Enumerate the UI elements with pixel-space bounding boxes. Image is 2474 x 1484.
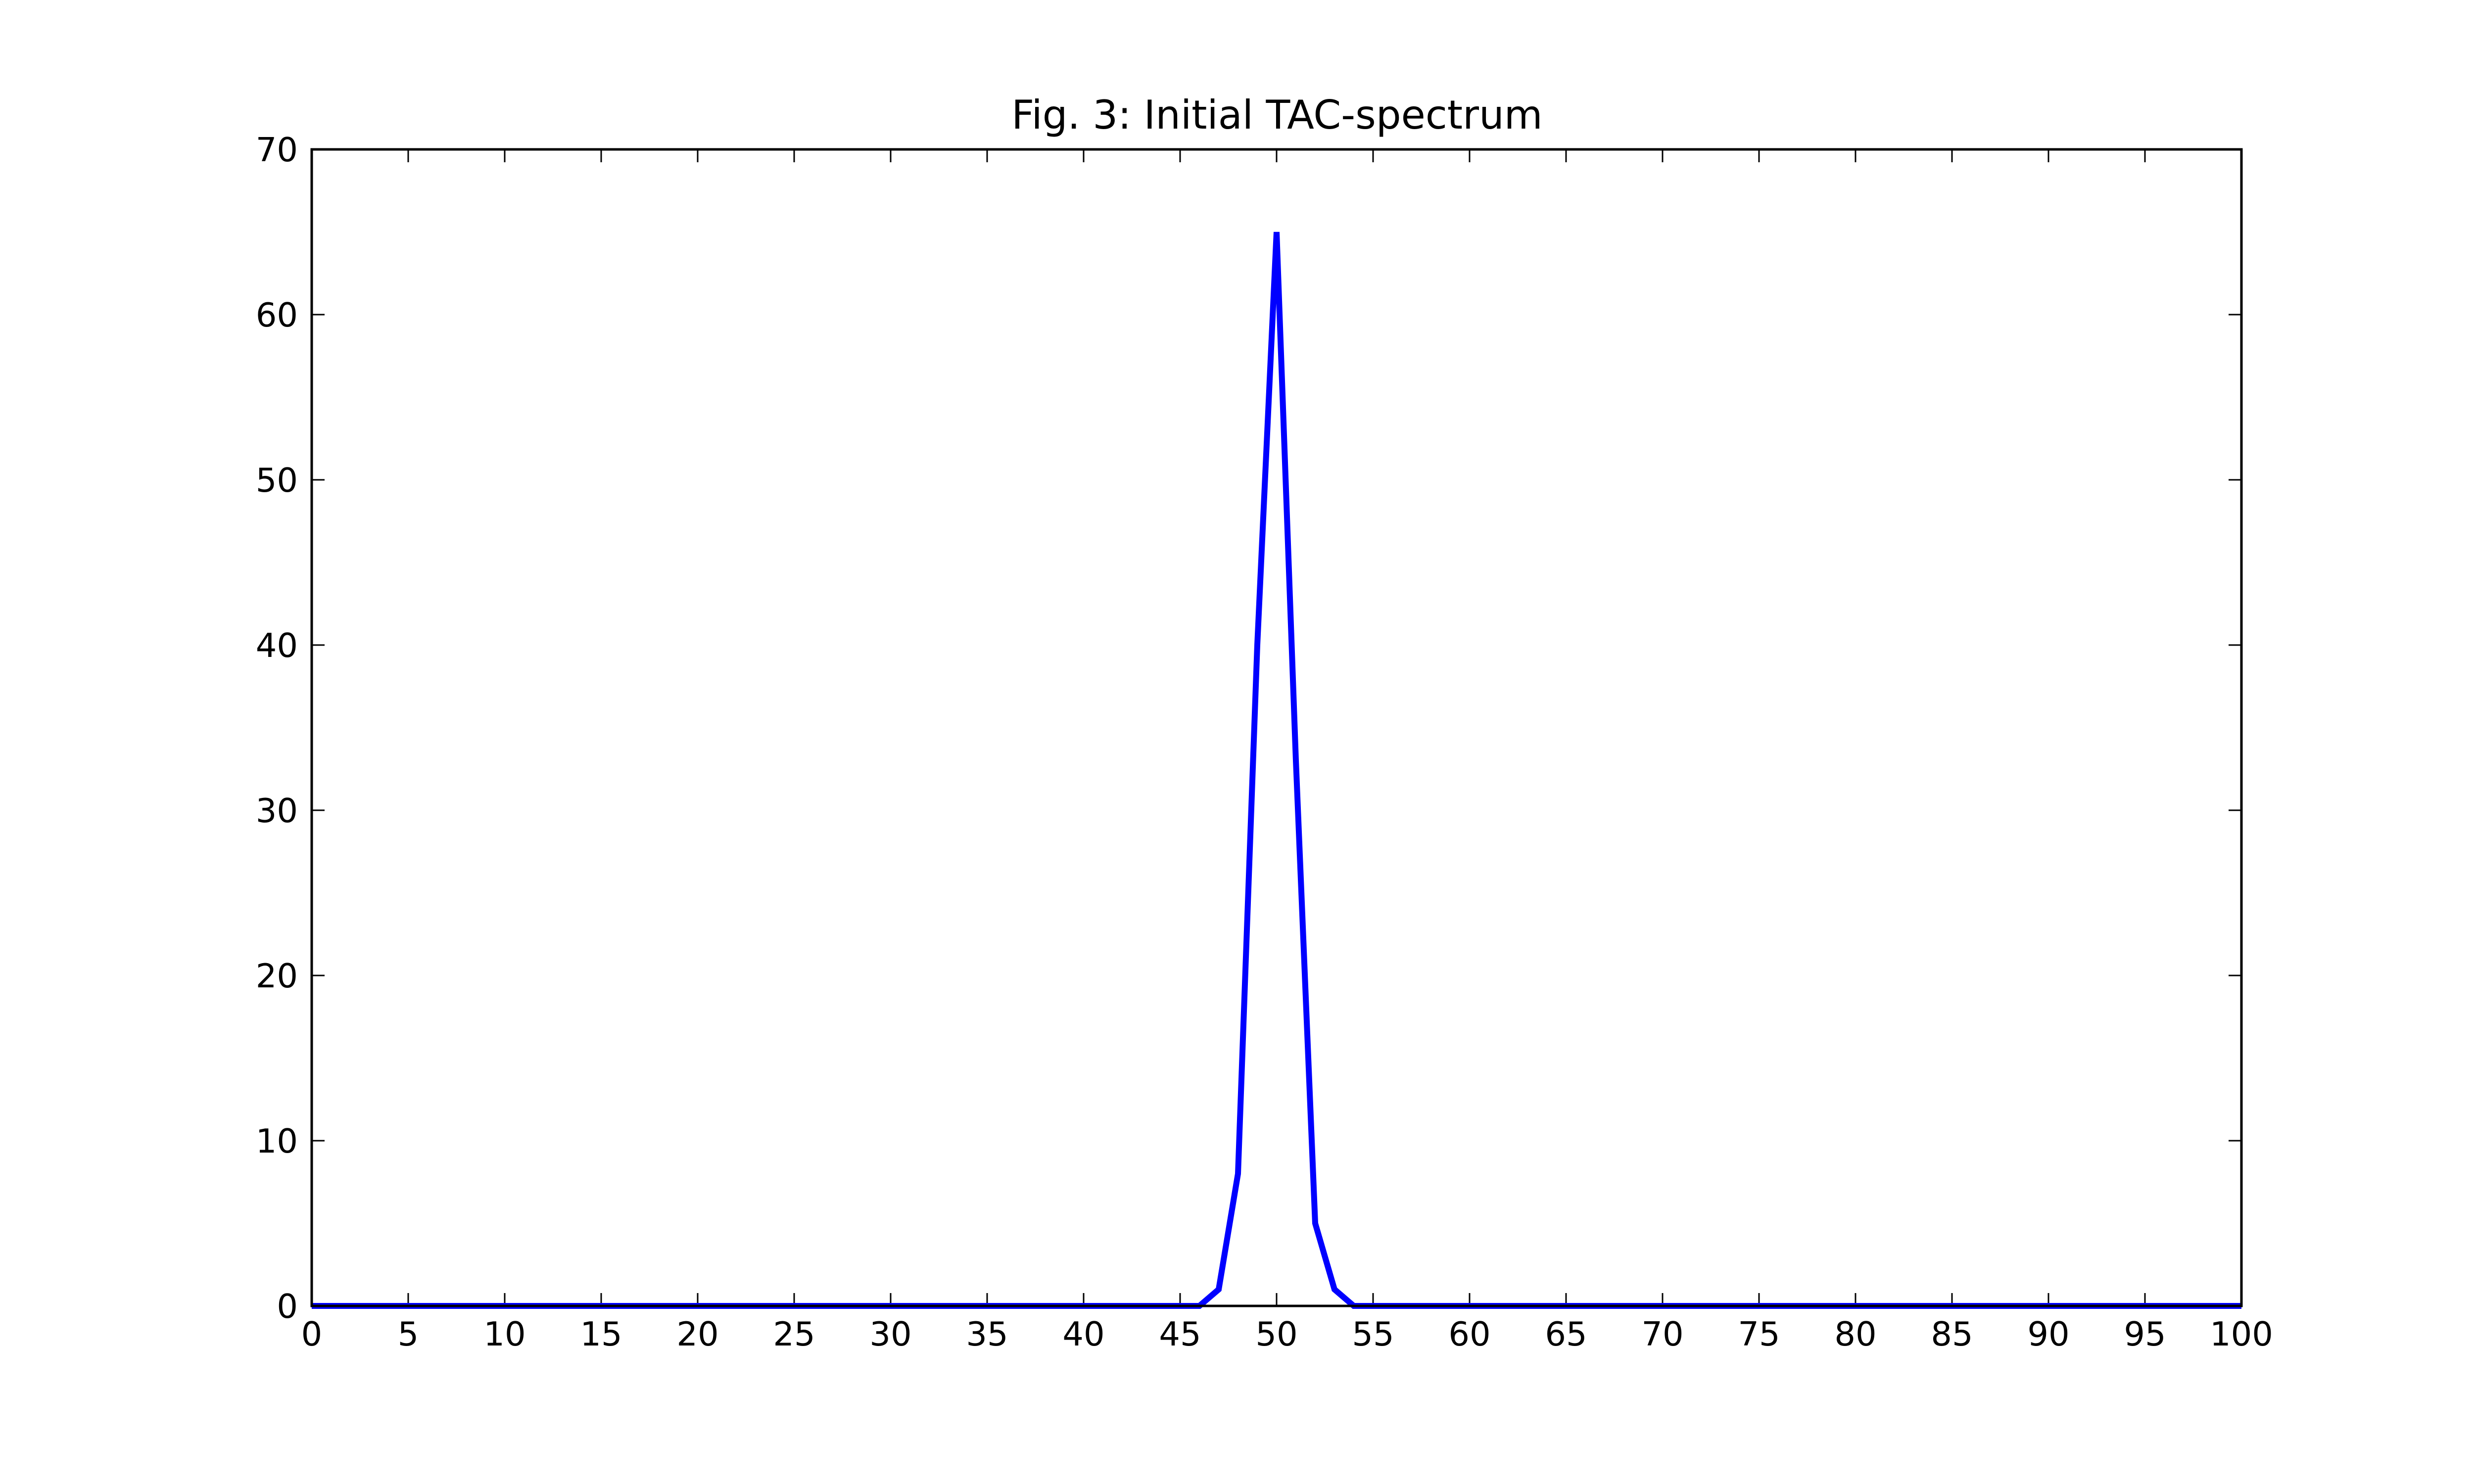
data-point xyxy=(1257,645,1258,646)
x-tick-label: 80 xyxy=(1834,1315,1876,1353)
data-point xyxy=(1237,1173,1238,1174)
data-point xyxy=(1218,1289,1219,1290)
x-tick-label: 90 xyxy=(2027,1315,2069,1353)
x-tick-label: 95 xyxy=(2124,1315,2166,1353)
y-tick-label: 10 xyxy=(256,1122,298,1160)
series-layer xyxy=(312,232,2241,1309)
data-point xyxy=(1315,1223,1316,1224)
x-tick-label: 70 xyxy=(1641,1315,1683,1353)
ticks-layer: 0 5 10 15 20 25 30 35 40 45 50 55 60 65 70 75 80 85 90 95 10… xyxy=(256,131,2273,1353)
x-tick-label: 30 xyxy=(869,1315,911,1353)
y-tick-label: 40 xyxy=(256,626,298,665)
x-tick-label: 40 xyxy=(1062,1315,1104,1353)
x-tick-label: 10 xyxy=(483,1315,525,1353)
x-tick-label: 60 xyxy=(1448,1315,1490,1353)
plot-frame xyxy=(310,148,2243,1307)
x-tick-label: 45 xyxy=(1159,1315,1201,1353)
x-tick-label: 75 xyxy=(1738,1315,1780,1353)
y-tick-label: 0 xyxy=(277,1287,298,1326)
x-tick-label: 55 xyxy=(1352,1315,1394,1353)
y-tick-label: 30 xyxy=(256,791,298,830)
data-point xyxy=(1334,1289,1335,1290)
y-tick-label: 50 xyxy=(256,461,298,500)
x-tick-label: 50 xyxy=(1255,1315,1297,1353)
x-tick-label: 35 xyxy=(966,1315,1008,1353)
x-tick-label: 65 xyxy=(1545,1315,1587,1353)
x-tick-label: 15 xyxy=(580,1315,622,1353)
y-tick-label: 70 xyxy=(256,131,298,169)
x-tick-label: 5 xyxy=(398,1315,419,1353)
data-point xyxy=(1295,760,1296,761)
chart-title: Fig. 3: Initial TAC-spectrum xyxy=(1011,92,1542,138)
series-line xyxy=(312,232,2241,1309)
x-tick-label: 100 xyxy=(2210,1315,2273,1353)
x-tick-label: 20 xyxy=(676,1315,718,1353)
x-tick-label: 25 xyxy=(773,1315,815,1353)
y-tick-label: 60 xyxy=(256,296,298,334)
x-tick-label: 85 xyxy=(1931,1315,1973,1353)
x-tick-label: 0 xyxy=(301,1315,323,1353)
y-tick-label: 20 xyxy=(256,957,298,995)
